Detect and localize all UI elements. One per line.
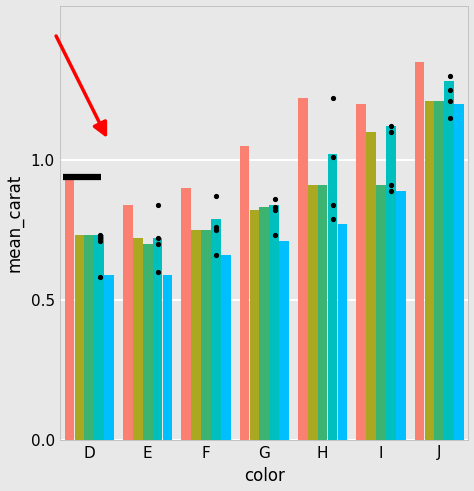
Bar — [298, 98, 308, 440]
Bar — [201, 230, 211, 440]
Bar — [356, 104, 366, 440]
Bar — [133, 238, 143, 440]
Bar — [444, 81, 454, 440]
Bar — [386, 126, 396, 440]
Bar — [153, 238, 163, 440]
Bar — [454, 104, 464, 440]
Bar — [366, 132, 376, 440]
Bar — [337, 224, 347, 440]
Bar — [328, 154, 337, 440]
Bar — [191, 230, 201, 440]
Bar — [163, 274, 173, 440]
Bar — [259, 207, 269, 440]
Bar — [143, 244, 153, 440]
Bar — [84, 235, 94, 440]
Bar — [415, 61, 424, 440]
X-axis label: color: color — [244, 467, 285, 486]
Bar — [249, 210, 259, 440]
Bar — [279, 241, 289, 440]
Bar — [435, 101, 444, 440]
Bar — [308, 185, 318, 440]
Bar — [396, 191, 406, 440]
Bar — [94, 235, 104, 440]
Bar — [123, 205, 133, 440]
Bar — [104, 274, 114, 440]
Bar — [64, 176, 74, 440]
Bar — [269, 205, 279, 440]
Y-axis label: mean_carat: mean_carat — [6, 174, 24, 272]
Bar — [376, 185, 386, 440]
Bar — [240, 146, 249, 440]
Bar — [221, 255, 231, 440]
Bar — [425, 101, 434, 440]
Bar — [211, 218, 221, 440]
Bar — [181, 188, 191, 440]
Bar — [318, 185, 328, 440]
Bar — [74, 235, 84, 440]
